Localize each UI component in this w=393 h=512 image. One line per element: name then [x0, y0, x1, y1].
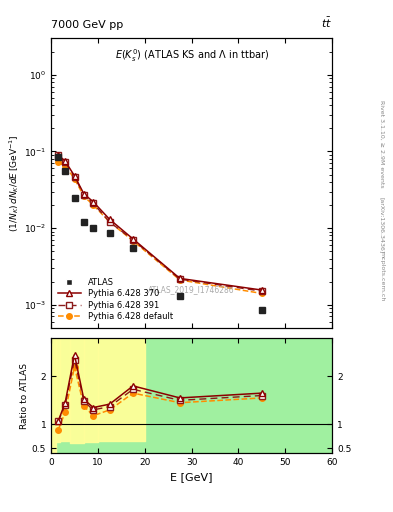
Legend: ATLAS, Pythia 6.428 370, Pythia 6.428 391, Pythia 6.428 default: ATLAS, Pythia 6.428 370, Pythia 6.428 39…	[55, 275, 175, 324]
Text: [arXiv:1306.3436]: [arXiv:1306.3436]	[379, 197, 384, 253]
Text: $E(K_s^0)$ (ATLAS KS and $\Lambda$ in ttbar): $E(K_s^0)$ (ATLAS KS and $\Lambda$ in tt…	[114, 47, 269, 64]
X-axis label: E [GeV]: E [GeV]	[170, 473, 213, 482]
Y-axis label: $(1/N_K)\,dN_K/dE\,[\mathrm{GeV}^{-1}]$: $(1/N_K)\,dN_K/dE\,[\mathrm{GeV}^{-1}]$	[7, 134, 21, 232]
Text: ATLAS_2019_I1746286: ATLAS_2019_I1746286	[148, 286, 235, 294]
Text: 7000 GeV pp: 7000 GeV pp	[51, 20, 123, 30]
Y-axis label: Ratio to ATLAS: Ratio to ATLAS	[20, 362, 29, 429]
Text: mcplots.cern.ch: mcplots.cern.ch	[379, 251, 384, 302]
Text: Rivet 3.1.10, ≥ 2.9M events: Rivet 3.1.10, ≥ 2.9M events	[379, 99, 384, 187]
Text: $t\bar{t}$: $t\bar{t}$	[321, 15, 332, 30]
